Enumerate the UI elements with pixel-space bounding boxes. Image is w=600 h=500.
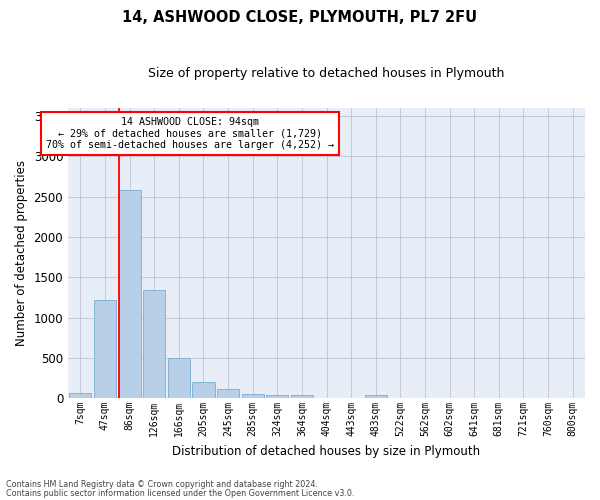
Bar — [143, 290, 165, 398]
Title: Size of property relative to detached houses in Plymouth: Size of property relative to detached ho… — [148, 68, 505, 80]
Bar — [119, 190, 140, 398]
Bar — [365, 396, 387, 398]
Bar — [168, 358, 190, 398]
Bar — [217, 390, 239, 398]
Text: Contains HM Land Registry data © Crown copyright and database right 2024.: Contains HM Land Registry data © Crown c… — [6, 480, 318, 489]
Text: Contains public sector information licensed under the Open Government Licence v3: Contains public sector information licen… — [6, 488, 355, 498]
Y-axis label: Number of detached properties: Number of detached properties — [15, 160, 28, 346]
Bar — [193, 382, 215, 398]
Bar — [291, 396, 313, 398]
X-axis label: Distribution of detached houses by size in Plymouth: Distribution of detached houses by size … — [172, 444, 481, 458]
Text: 14, ASHWOOD CLOSE, PLYMOUTH, PL7 2FU: 14, ASHWOOD CLOSE, PLYMOUTH, PL7 2FU — [122, 10, 478, 25]
Bar — [242, 394, 264, 398]
Bar — [266, 394, 289, 398]
Bar — [94, 300, 116, 398]
Bar — [69, 394, 91, 398]
Text: 14 ASHWOOD CLOSE: 94sqm
← 29% of detached houses are smaller (1,729)
70% of semi: 14 ASHWOOD CLOSE: 94sqm ← 29% of detache… — [46, 117, 334, 150]
